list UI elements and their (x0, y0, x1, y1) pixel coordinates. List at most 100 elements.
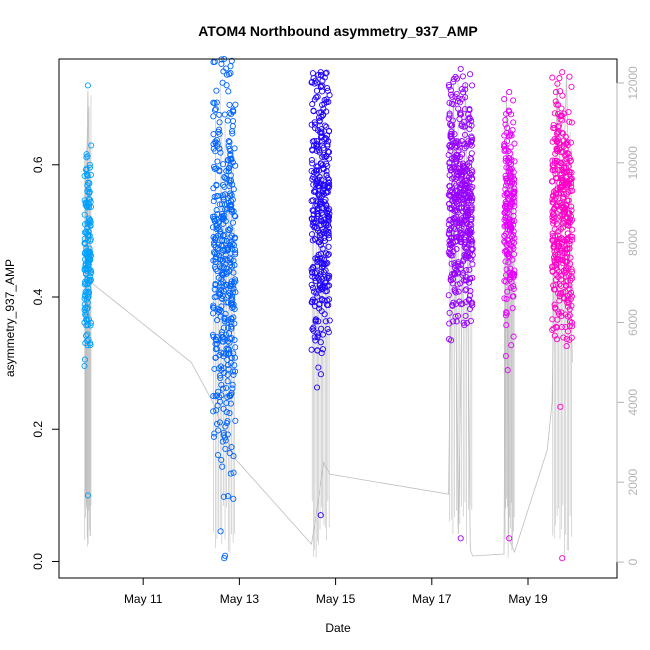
data-point (559, 224, 566, 231)
data-point (446, 83, 453, 90)
data-point (457, 65, 464, 72)
data-point (218, 381, 225, 388)
data-point (467, 71, 474, 78)
data-point (554, 316, 561, 323)
data-point (227, 470, 234, 477)
data-point (230, 269, 237, 276)
data-point (553, 324, 560, 331)
x-tick-label: May 15 (316, 592, 356, 606)
data-point (312, 223, 319, 230)
data-point (461, 131, 469, 138)
data-point (454, 98, 462, 105)
data-point (325, 224, 332, 231)
data-point (464, 249, 471, 256)
data-point (563, 201, 570, 208)
data-point (566, 291, 573, 298)
data-point (457, 181, 464, 188)
data-point (326, 296, 333, 303)
data-point (229, 130, 236, 137)
data-point (452, 187, 459, 194)
data-point (445, 151, 452, 159)
data-point (214, 402, 221, 409)
data-point (227, 283, 234, 290)
data-point (565, 210, 573, 217)
data-point (324, 259, 331, 267)
data-point (223, 167, 230, 175)
data-point (317, 512, 324, 519)
data-point (311, 302, 318, 310)
data-point (85, 261, 92, 268)
count-line-layer (84, 74, 573, 558)
data-point (231, 362, 238, 369)
data-point (468, 222, 475, 229)
data-point (218, 392, 225, 399)
data-point (84, 82, 91, 89)
data-point (317, 160, 324, 167)
data-point (552, 281, 559, 288)
data-point (217, 149, 224, 156)
data-point (216, 111, 223, 118)
data-point (322, 288, 329, 295)
data-point (565, 222, 572, 229)
data-point (468, 241, 475, 248)
data-point (226, 393, 234, 400)
data-point (450, 78, 457, 85)
data-point (501, 209, 508, 216)
data-point (211, 107, 219, 114)
data-point (81, 362, 88, 370)
data-point (323, 205, 330, 212)
data-point (224, 418, 231, 425)
data-point (318, 134, 325, 141)
data-point (562, 288, 569, 295)
data-point (454, 237, 461, 245)
data-point (556, 293, 563, 300)
data-point (226, 392, 233, 399)
data-point (81, 211, 88, 218)
data-point (446, 183, 453, 190)
data-point (225, 292, 232, 299)
data-point (503, 110, 510, 117)
data-point (468, 214, 475, 221)
data-point (568, 119, 575, 126)
data-point (214, 225, 221, 232)
data-point (81, 221, 89, 228)
data-point (210, 433, 217, 440)
data-point (318, 268, 325, 275)
data-point (551, 110, 558, 117)
data-point (218, 264, 225, 271)
data-point (461, 118, 468, 125)
data-point (507, 242, 514, 249)
data-point (223, 299, 230, 306)
data-point (510, 232, 517, 239)
data-point (559, 92, 566, 99)
data-point (228, 354, 235, 361)
secondary-tick-label: 4000 (626, 389, 640, 416)
data-point (82, 340, 89, 347)
data-point (88, 142, 95, 149)
data-point (318, 350, 325, 357)
data-point (447, 133, 454, 140)
data-point (445, 292, 452, 299)
data-point (466, 126, 473, 133)
data-point (220, 68, 227, 75)
data-point (226, 182, 233, 189)
data-point (446, 160, 453, 167)
data-point (452, 268, 459, 275)
y-tick-label: 0.2 (31, 421, 45, 438)
data-point (86, 201, 93, 208)
data-point (86, 250, 93, 257)
data-point (460, 319, 467, 326)
data-point (468, 134, 475, 141)
data-point (315, 364, 322, 371)
data-point (231, 276, 239, 283)
data-point (568, 175, 575, 182)
data-point (502, 175, 509, 182)
data-point (501, 216, 508, 224)
data-point (219, 295, 226, 302)
data-point (319, 331, 326, 338)
data-point (455, 147, 462, 154)
data-point (550, 220, 557, 227)
data-point (229, 117, 237, 125)
data-point (220, 288, 227, 295)
data-point (550, 254, 558, 261)
